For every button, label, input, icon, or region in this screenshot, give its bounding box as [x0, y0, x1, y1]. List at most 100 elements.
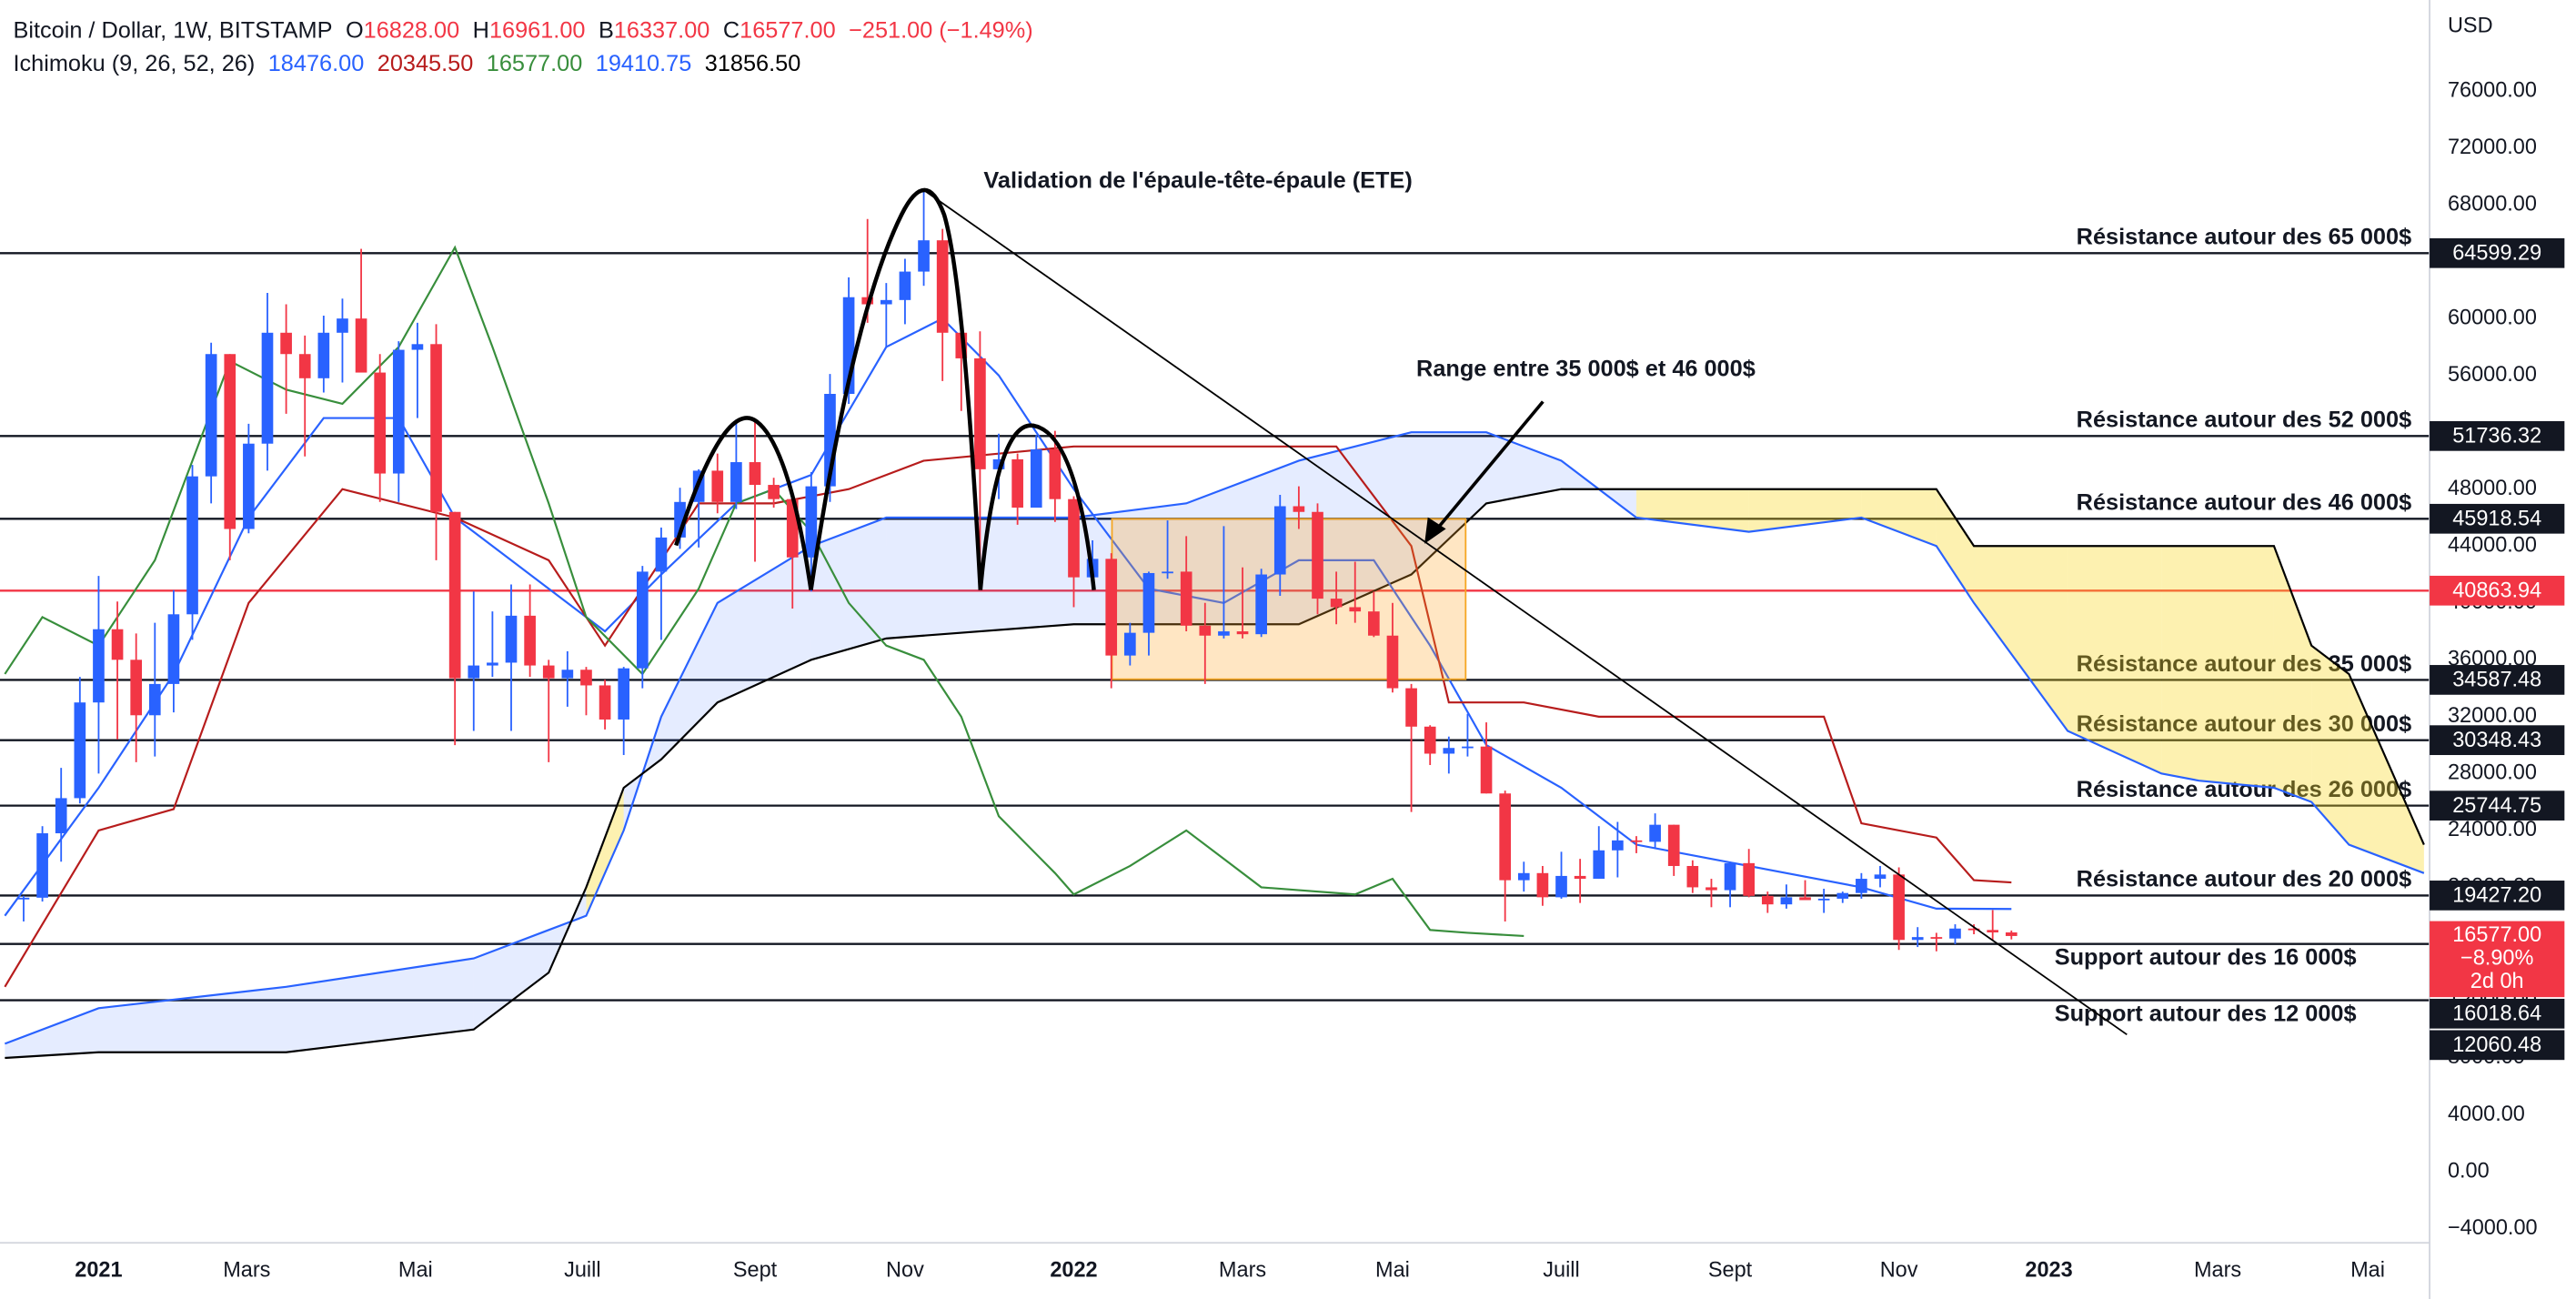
ohlc-key: O: [346, 17, 364, 43]
level-price-box: [2430, 1030, 2565, 1061]
level-price-label: 12060.48: [2452, 1032, 2541, 1056]
candle-body: [1068, 498, 1080, 578]
indicator-line: [4, 245, 1524, 938]
candle-body: [880, 299, 892, 305]
level-price-label: 16018.64: [2452, 1001, 2541, 1024]
candle-body: [17, 897, 30, 900]
x-tick-label: 2022: [1050, 1257, 1097, 1281]
level-price-label: 64599.29: [2452, 240, 2541, 264]
candle-body: [1180, 571, 1192, 626]
y-tick-label: 24000.00: [2448, 817, 2537, 841]
y-tick-label: 56000.00: [2448, 362, 2537, 386]
candle-body: [111, 629, 124, 660]
ohlc-value: 16577.00: [740, 17, 836, 43]
candle-body: [317, 332, 330, 378]
candle-body: [1405, 688, 1417, 727]
indicator-value: 20345.50: [377, 51, 474, 76]
level-price-box: [2430, 998, 2565, 1029]
candle-body: [974, 357, 986, 469]
ohlc-value: 16828.00: [364, 17, 460, 43]
candle-body: [1930, 937, 1943, 939]
candle-body: [298, 354, 311, 378]
candle-body: [730, 462, 742, 502]
candle-body: [148, 683, 161, 716]
cloud-fill: [660, 602, 718, 760]
y-tick-label: 4000.00: [2448, 1102, 2525, 1125]
candle-body: [1293, 506, 1305, 512]
candle-body: [2005, 932, 2018, 936]
candle-body: [1424, 726, 1436, 754]
candle-body: [337, 318, 348, 333]
currency: USD: [2448, 13, 2493, 36]
candle-body: [1574, 875, 1586, 880]
candle-body: [1011, 458, 1023, 509]
candle-body: [1987, 930, 1999, 933]
candle-body: [599, 685, 611, 720]
candle-body: [1967, 928, 1980, 931]
candle-body: [1386, 635, 1399, 689]
level-price-label: 19427.20: [2452, 882, 2541, 906]
candle-body: [1706, 887, 1717, 891]
x-tick-label: Mars: [2194, 1257, 2241, 1281]
levels: Résistance autour des 65 000$ Résistance …: [0, 225, 2430, 1027]
cloud-fill: [2068, 546, 2162, 774]
level-note: Résistance autour des 30 000$: [2077, 711, 2411, 737]
level-note: Résistance autour des 26 000$: [2077, 777, 2411, 802]
indicator-line: [4, 317, 2012, 917]
x-tick-label: 2023: [2025, 1257, 2072, 1281]
y-tick-label: 0.00: [2448, 1158, 2490, 1182]
candle-body: [1368, 611, 1380, 636]
candle-body: [1799, 897, 1811, 901]
candle-body: [1555, 875, 1567, 898]
x-tick-label: Nov: [1880, 1257, 1918, 1281]
level-price-label: 40863.94: [2452, 578, 2541, 601]
level-note: Résistance autour des 46 000$: [2077, 490, 2411, 516]
cloud-fill: [1861, 488, 1937, 547]
candles: [17, 190, 2018, 952]
arrow-shaft: [1433, 400, 1545, 534]
span-b-line: [5, 488, 2425, 1060]
candle-body: [1030, 448, 1042, 509]
x-tick-label: Nov: [886, 1257, 924, 1281]
cloud-fill: [286, 958, 474, 1052]
level-note: Résistance autour des 65 000$: [2077, 225, 2411, 250]
candle-body: [1162, 571, 1173, 574]
x-tick-label: Mai: [398, 1257, 433, 1281]
candle-body: [618, 668, 630, 720]
candle-body: [1255, 574, 1267, 635]
cloud-fill: [2273, 546, 2312, 802]
x-tick-label: Mai: [2350, 1257, 2385, 1281]
candle-body: [1312, 511, 1323, 599]
candle-body: [1667, 824, 1680, 866]
candle-body: [505, 615, 518, 663]
annotation: Validation de l'épaule-tête-épaule (ETE): [983, 168, 1412, 194]
candle-body: [355, 318, 367, 373]
ohlc-key: C: [723, 17, 740, 43]
candle-body: [1630, 840, 1643, 842]
level-price-box: [2430, 665, 2565, 695]
level-price-label: 30348.43: [2452, 728, 2541, 751]
candle-body: [93, 629, 105, 703]
cloud-fill: [1486, 432, 1562, 504]
level-price-box: [2430, 503, 2565, 534]
candle-body: [1124, 632, 1136, 656]
cloud-fill: [2199, 546, 2274, 789]
indicator-value: 19410.75: [596, 51, 692, 76]
candle-body: [448, 511, 461, 679]
candle-body: [711, 470, 724, 502]
x-tick-label: Juill: [564, 1257, 600, 1281]
candle-body: [468, 665, 480, 679]
y-tick-label: 60000.00: [2448, 305, 2537, 328]
candle-body: [1817, 898, 1830, 901]
y-tick-label: 44000.00: [2448, 532, 2537, 556]
y-tick-label: 72000.00: [2448, 135, 2537, 158]
candle-body: [1836, 892, 1849, 899]
price-tag-value: 16577.00: [2452, 922, 2541, 946]
level-price-box: [2430, 881, 2565, 911]
cloud-fill: [1186, 460, 1299, 625]
candle-body: [1480, 746, 1493, 794]
candle-body: [1743, 862, 1756, 896]
price-tag: [2430, 921, 2565, 998]
candle-body: [430, 344, 442, 512]
candle-body: [1142, 572, 1155, 633]
